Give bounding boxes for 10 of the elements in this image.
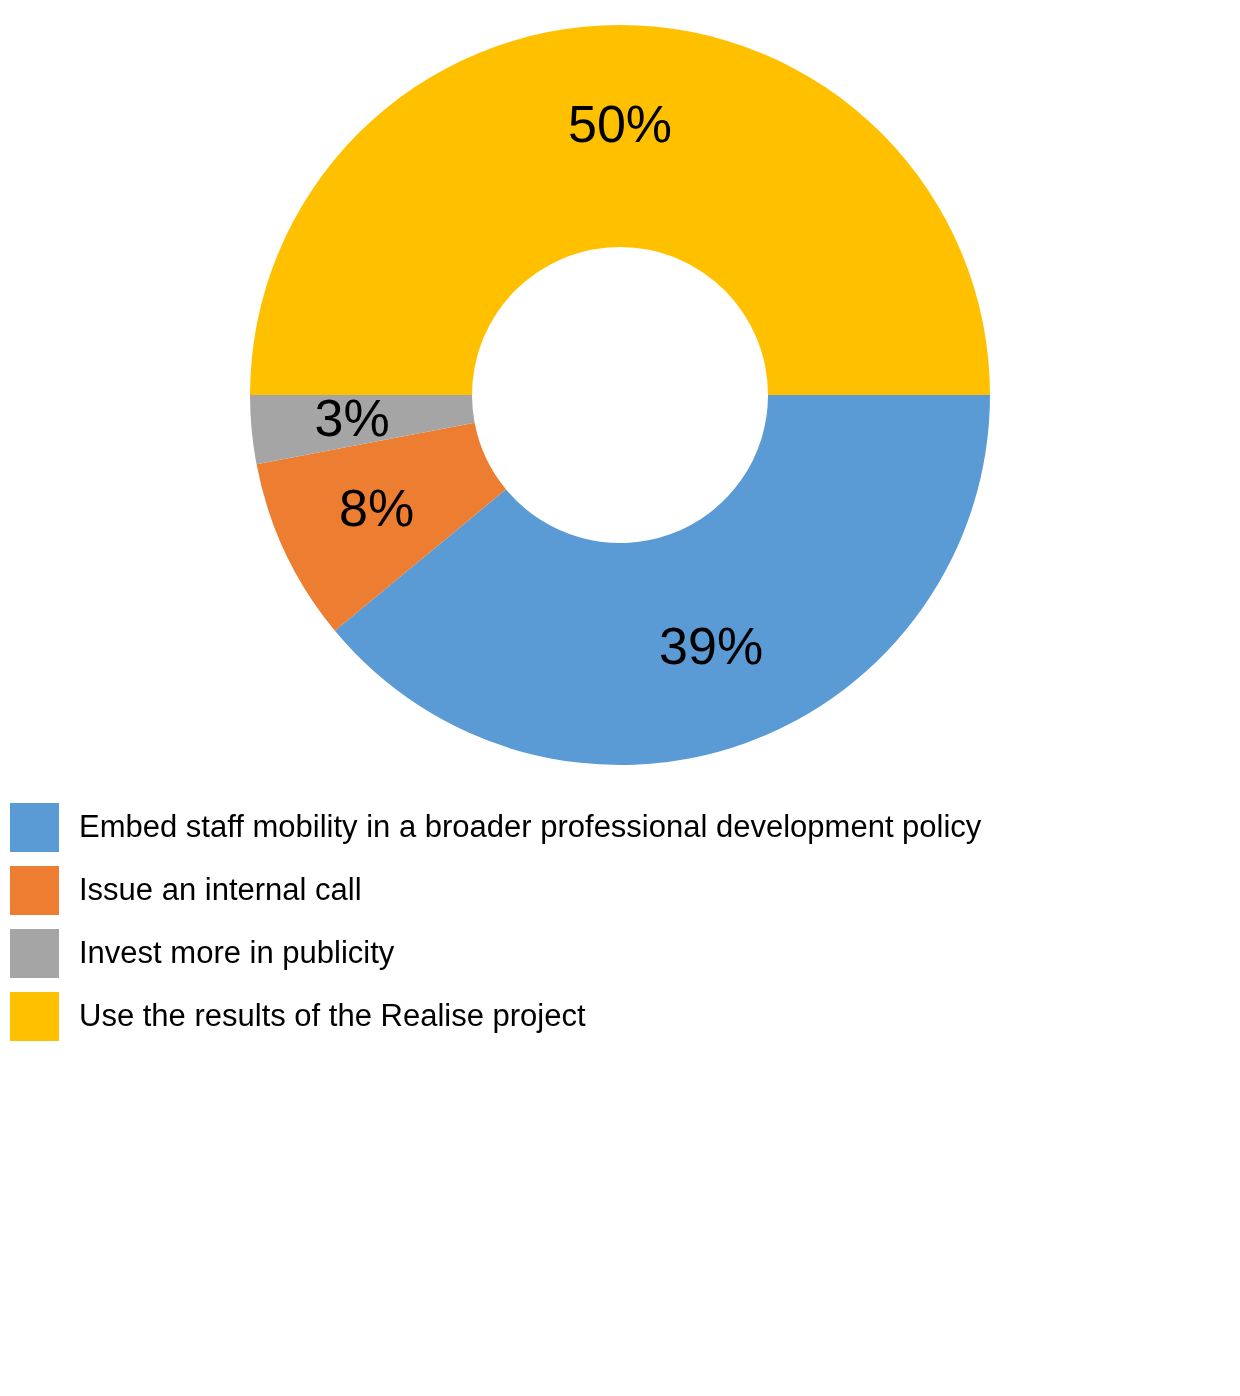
- legend-label: Issue an internal call: [79, 871, 362, 907]
- donut-slice: [250, 395, 475, 465]
- data-label: 39%: [659, 617, 764, 676]
- data-label: 3%: [314, 389, 390, 448]
- legend-label: Invest more in publicity: [79, 934, 395, 970]
- legend-label: Embed staff mobility in a broader professional development policy: [79, 808, 982, 844]
- data-label: 50%: [567, 95, 673, 153]
- legend-label: Use the results of the Realise project: [79, 997, 586, 1033]
- data-label: 8%: [339, 478, 415, 537]
- donut-slice: [250, 25, 990, 395]
